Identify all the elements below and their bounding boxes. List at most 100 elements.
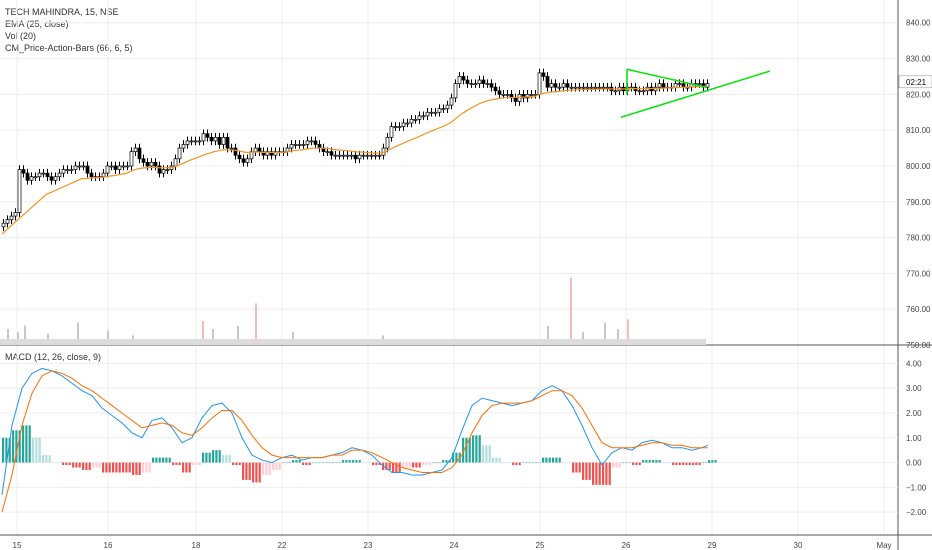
time-tick-label: 29 [708,541,717,550]
symbol-header: TECH MAHINDRA, 15, NSE [5,7,119,17]
candle-body [293,144,298,146]
candle-body [325,151,330,153]
macd-histogram-bar [42,455,45,463]
volume-bar [604,322,606,345]
macd-histogram-bar [312,462,315,464]
time-tick-label: 25 [536,541,545,550]
macd-histogram-bar [592,462,595,485]
last-price-tag: 02:21 [906,78,927,87]
macd-histogram-bar [422,462,425,466]
macd-histogram-bar [328,462,331,464]
candle-body [377,154,382,157]
macd-histogram-bar [15,430,18,463]
macd-histogram-bar [275,462,278,470]
candle-body [265,151,270,156]
candle-body [641,90,646,93]
candle-body [189,140,194,143]
candle-body [373,154,378,157]
macd-histogram-bar [572,462,575,473]
candle-body [365,154,370,157]
macd-histogram-bar [498,457,501,463]
macd-histogram-bar [8,437,11,463]
price-tick-label: 770.00 [906,269,931,278]
candle-body [65,169,70,171]
macd-histogram-bar [408,462,411,468]
macd-histogram-bar [488,445,491,463]
candle-body [417,115,422,120]
macd-histogram-bar [252,462,255,483]
macd-histogram-bar [714,460,717,463]
candle-body [177,147,182,160]
macd-histogram-bar [245,462,248,480]
macd-histogram-bar [448,460,451,463]
last-price-tag-box [898,75,932,89]
candle-body [353,154,358,160]
macd-histogram-bar [262,462,265,475]
macd-histogram-bar [292,460,295,463]
macd-histogram-bar [112,462,115,473]
candle-body [161,169,166,174]
candle-body [505,94,510,96]
candle-body [597,86,602,89]
macd-histogram-bar [358,460,361,463]
candle-body [529,94,534,96]
macd-histogram-bar [632,462,635,466]
macd-histogram-bar [25,425,28,463]
candle-body [465,79,470,84]
candle-body [165,169,170,171]
candle-body [289,144,294,149]
macd-histogram-bar [555,457,558,463]
price-tick-label: 830.00 [906,55,931,64]
candle-body [221,136,226,145]
candle-body [705,83,710,88]
macd-histogram-bar [232,462,235,466]
macd-histogram-bar [418,462,421,468]
candle-body [585,86,590,89]
macd-histogram-bar [682,462,685,466]
macd-histogram-bar [318,462,321,464]
price-tick-label: 800.00 [906,162,931,171]
candle-body [261,151,266,156]
candle-body [157,165,162,174]
macd-histogram-bar [228,455,231,463]
candle-body [269,151,274,156]
macd-histogram-bar [98,462,101,468]
macd-histogram-bar [538,462,541,464]
macd-histogram-bar [278,462,281,470]
macd-tick-label: 2.00 [906,409,922,418]
macd-histogram-bar [402,462,405,468]
macd-histogram-bar [192,462,195,466]
price-tick-label: 820.00 [906,90,931,99]
candle-body [45,172,50,178]
candle-body [21,169,26,174]
candle-body [9,215,14,221]
candle-body [533,94,538,96]
candle-body [441,108,446,111]
macd-histogram-bar [72,462,75,468]
volume-bar [582,332,584,345]
macd-histogram-bar [492,457,495,463]
macd-histogram-bar [142,462,145,473]
macd-histogram-bar [185,462,188,473]
candle-body [389,126,394,138]
macd-histogram-bar [135,462,138,475]
candle-body [257,147,262,152]
macd-histogram-bar [288,462,291,464]
candle-body [5,219,10,224]
macd-histogram-bar [78,462,81,468]
macd-histogram-bar [195,462,198,466]
macd-histogram-bar [678,462,681,466]
macd-histogram-bar [335,462,338,464]
macd-histogram-bar [305,462,308,466]
volume-bar [17,332,19,345]
macd-histogram-bar [388,462,391,470]
candle-body [141,158,146,163]
macd-histogram-bar [615,462,618,468]
macd-histogram-bar [415,462,418,468]
macd-histogram-bar [525,462,528,464]
macd-histogram-bar [342,460,345,463]
macd-histogram-bar [368,462,371,464]
time-tick-label: 30 [794,541,803,550]
candle-body [333,154,338,157]
